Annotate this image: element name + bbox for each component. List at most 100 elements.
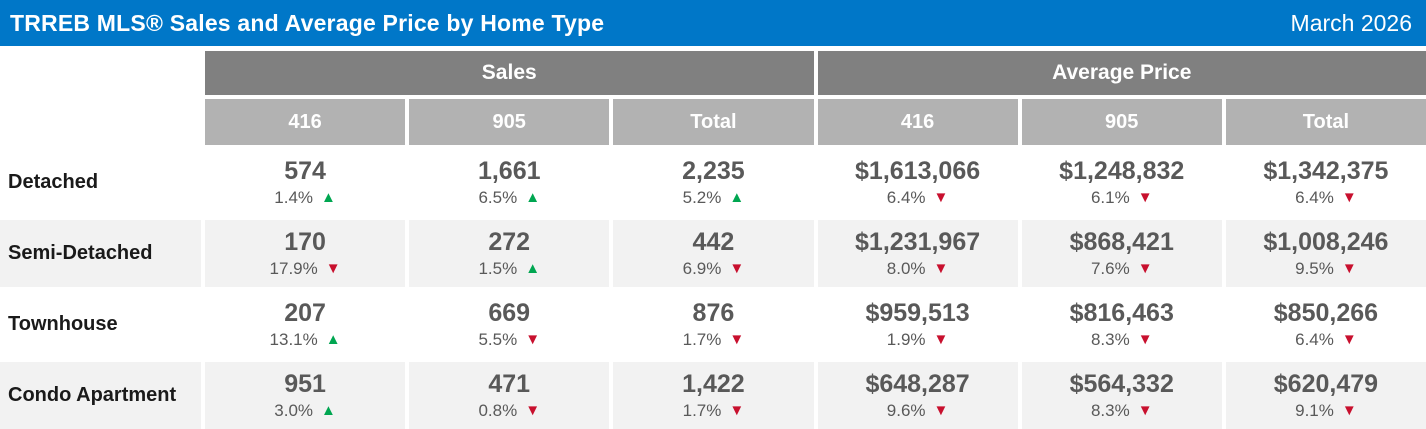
cell-change: 0.8% ▼ <box>478 401 540 421</box>
table-cell: $620,479 9.1% ▼ <box>1225 362 1426 429</box>
trend-down-icon: ▼ <box>1137 331 1153 349</box>
row-label: Semi-Detached <box>0 220 201 287</box>
table-cell: 471 0.8% ▼ <box>409 362 610 429</box>
cell-change-pct: 5.5% <box>478 329 518 349</box>
cell-change-pct: 17.9% <box>269 258 318 278</box>
row-label: Condo Apartment <box>0 362 201 429</box>
cell-change: 9.1% ▼ <box>1295 401 1357 421</box>
cell-change-pct: 6.4% <box>1295 329 1334 349</box>
trend-up-icon: ▲ <box>729 189 745 207</box>
cell-change-pct: 1.5% <box>478 258 518 278</box>
table-cell: 170 17.9% ▼ <box>205 220 406 287</box>
cell-change-pct: 1.7% <box>682 329 722 349</box>
cell-change-pct: 3.0% <box>274 400 314 420</box>
table-cell: $1,248,832 6.1% ▼ <box>1022 149 1222 216</box>
cell-change: 13.1% ▲ <box>270 330 341 350</box>
group-header-average-price: Average Price <box>817 51 1426 95</box>
row-label: Townhouse <box>8 313 118 335</box>
corner-cell <box>0 99 201 145</box>
cell-change-pct: 8.3% <box>1090 400 1130 420</box>
trend-down-icon: ▼ <box>525 331 541 349</box>
table-cell: 669 5.5% ▼ <box>409 291 609 358</box>
table-cell: $850,266 6.4% ▼ <box>1226 291 1426 358</box>
cell-change-pct: 6.9% <box>682 258 722 278</box>
cell-value: $1,342,375 <box>1263 157 1389 186</box>
cell-value: 170 <box>284 228 326 257</box>
column-header-price-905: 905 <box>1021 99 1222 145</box>
cell-value: $1,613,066 <box>855 157 981 186</box>
trend-up-icon: ▲ <box>525 189 541 207</box>
trend-down-icon: ▼ <box>933 260 949 278</box>
cell-value: 876 <box>692 299 735 328</box>
trend-down-icon: ▼ <box>729 260 745 278</box>
cell-value: $850,266 <box>1273 299 1379 328</box>
cell-value: 207 <box>284 299 326 328</box>
trend-down-icon: ▼ <box>933 189 949 207</box>
cell-value: 1,422 <box>682 370 745 399</box>
page-title: TRREB MLS® Sales and Average Price by Ho… <box>10 9 605 36</box>
cell-value: 272 <box>488 228 531 257</box>
table-cell: $648,287 9.6% ▼ <box>817 362 1018 429</box>
table-cell: 1,422 1.7% ▼ <box>613 362 814 429</box>
cell-change-pct: 13.1% <box>269 329 318 349</box>
table-cell: $868,421 7.6% ▼ <box>1021 220 1222 287</box>
cell-change-pct: 5.2% <box>682 187 722 207</box>
trend-down-icon: ▼ <box>729 331 745 349</box>
cell-value: 669 <box>488 299 531 328</box>
trend-down-icon: ▼ <box>1341 260 1357 278</box>
trend-up-icon: ▲ <box>325 331 341 349</box>
trend-down-icon: ▼ <box>1341 402 1357 420</box>
cell-value: 442 <box>692 228 735 257</box>
table-cell: $959,513 1.9% ▼ <box>818 291 1018 358</box>
column-header-price-total: Total <box>1225 99 1426 145</box>
cell-change-pct: 7.6% <box>1090 258 1130 278</box>
cell-value: $1,231,967 <box>855 228 981 257</box>
cell-value: $564,332 <box>1069 370 1174 399</box>
trend-up-icon: ▲ <box>321 402 336 420</box>
table-cell: 951 3.0% ▲ <box>205 362 406 429</box>
cell-value: 951 <box>284 370 326 399</box>
cell-change-pct: 6.5% <box>478 187 518 207</box>
table-cell: $816,463 8.3% ▼ <box>1022 291 1222 358</box>
cell-change-pct: 8.0% <box>886 258 926 278</box>
table-cell: 2,235 5.2% ▲ <box>613 149 813 216</box>
table-cell: $1,342,375 6.4% ▼ <box>1226 149 1426 216</box>
cell-value: 574 <box>284 157 326 186</box>
cell-change: 1.4% ▲ <box>274 188 336 208</box>
cell-value: $816,463 <box>1069 299 1174 328</box>
cell-change-pct: 6.4% <box>886 187 926 207</box>
cell-change: 6.4% ▼ <box>1295 188 1357 208</box>
table-cell: $564,332 8.3% ▼ <box>1021 362 1222 429</box>
table-cell: 442 6.9% ▼ <box>613 220 814 287</box>
cell-change: 1.7% ▼ <box>683 330 745 350</box>
table-cell: $1,231,967 8.0% ▼ <box>817 220 1018 287</box>
cell-change-pct: 6.4% <box>1295 187 1334 207</box>
trend-down-icon: ▼ <box>325 260 341 278</box>
cell-change: 9.6% ▼ <box>887 401 949 421</box>
table-cell: $1,008,246 9.5% ▼ <box>1225 220 1426 287</box>
cell-change-pct: 8.3% <box>1090 329 1130 349</box>
trend-down-icon: ▼ <box>1341 331 1357 349</box>
cell-change: 6.1% ▼ <box>1091 188 1153 208</box>
trend-up-icon: ▲ <box>321 189 336 207</box>
cell-value: $1,008,246 <box>1263 228 1389 257</box>
trend-up-icon: ▲ <box>525 260 541 278</box>
trend-down-icon: ▼ <box>1137 189 1153 207</box>
column-header-sales-905: 905 <box>409 99 610 145</box>
table-cell: $1,613,066 6.4% ▼ <box>818 149 1018 216</box>
cell-value: $1,248,832 <box>1059 157 1185 186</box>
cell-change: 8.3% ▼ <box>1091 330 1153 350</box>
cell-change-pct: 1.7% <box>682 400 722 420</box>
cell-value: 2,235 <box>682 157 745 186</box>
trend-down-icon: ▼ <box>933 402 949 420</box>
cell-value: 1,661 <box>477 157 541 186</box>
cell-change: 5.2% ▲ <box>683 188 745 208</box>
table-cell: 574 1.4% ▲ <box>205 149 405 216</box>
trend-down-icon: ▼ <box>525 402 541 420</box>
cell-value: 471 <box>488 370 531 399</box>
cell-change: 6.4% ▼ <box>1295 330 1357 350</box>
cell-change-pct: 1.4% <box>274 187 314 207</box>
cell-change: 17.9% ▼ <box>270 259 341 279</box>
cell-change: 6.5% ▲ <box>478 188 540 208</box>
